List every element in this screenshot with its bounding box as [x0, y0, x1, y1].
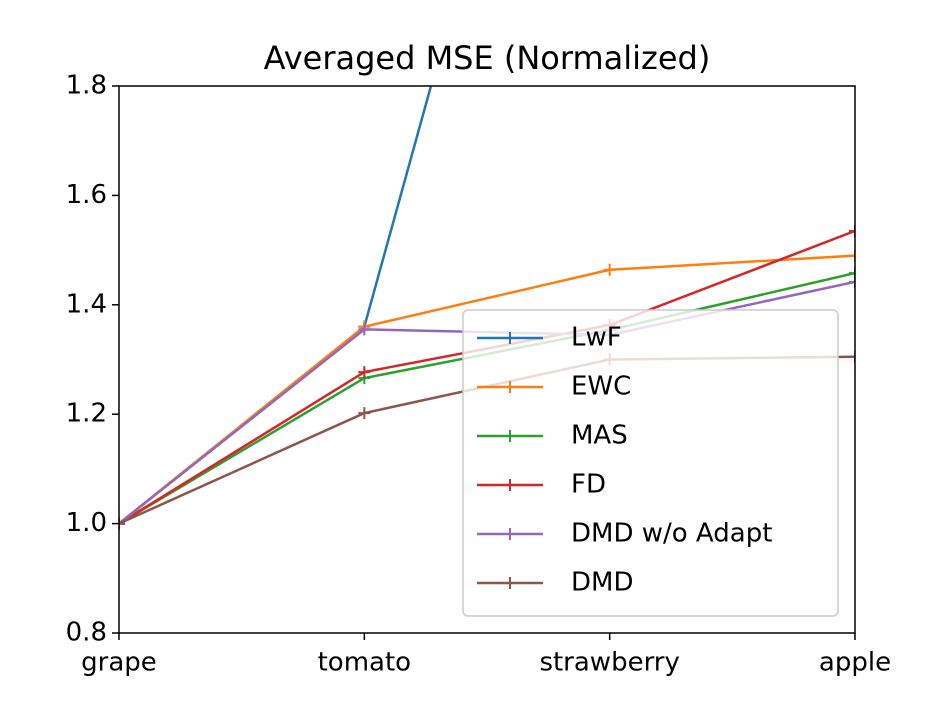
y-tick-label: 1.4	[66, 289, 107, 319]
point-marker	[849, 267, 855, 280]
point-marker	[358, 323, 371, 336]
legend-box	[462, 309, 839, 617]
point-marker	[849, 249, 855, 262]
point-marker	[358, 366, 371, 379]
y-tick-label: 1.2	[66, 399, 107, 429]
plot-frame	[118, 85, 856, 634]
legend-label: FD	[571, 470, 606, 500]
legend-label: EWC	[571, 372, 631, 402]
point-marker	[119, 517, 125, 530]
x-tick-label: strawberry	[539, 648, 679, 678]
x-tick-label: grape	[81, 648, 157, 678]
legend-label: LwF	[571, 323, 622, 353]
y-tick-label: 1.8	[66, 71, 107, 101]
legend-label: DMD w/o Adapt	[571, 519, 772, 549]
y-tick-label: 1.6	[66, 180, 107, 210]
legend-marker	[504, 528, 516, 540]
legend-marker	[504, 577, 516, 589]
chart-title: Averaged MSE (Normalized)	[264, 39, 711, 77]
point-marker	[603, 263, 616, 276]
point-marker	[849, 350, 855, 363]
point-marker	[849, 224, 855, 237]
legend-label: MAS	[571, 421, 628, 451]
legend-marker	[504, 430, 516, 442]
legend-marker	[504, 381, 516, 393]
legend-marker	[504, 479, 516, 491]
point-marker	[358, 407, 371, 420]
y-tick-label: 1.0	[66, 508, 107, 538]
legend: LwF EWC MAS FD DMD w/o Adapt DMD	[462, 309, 839, 617]
legend-label: DMD	[571, 568, 633, 598]
x-tick-label: apple	[819, 648, 891, 678]
point-marker	[849, 275, 855, 288]
legend-marker	[504, 332, 516, 344]
y-tick-label: 0.8	[66, 618, 107, 648]
x-tick-label: tomato	[318, 648, 411, 678]
